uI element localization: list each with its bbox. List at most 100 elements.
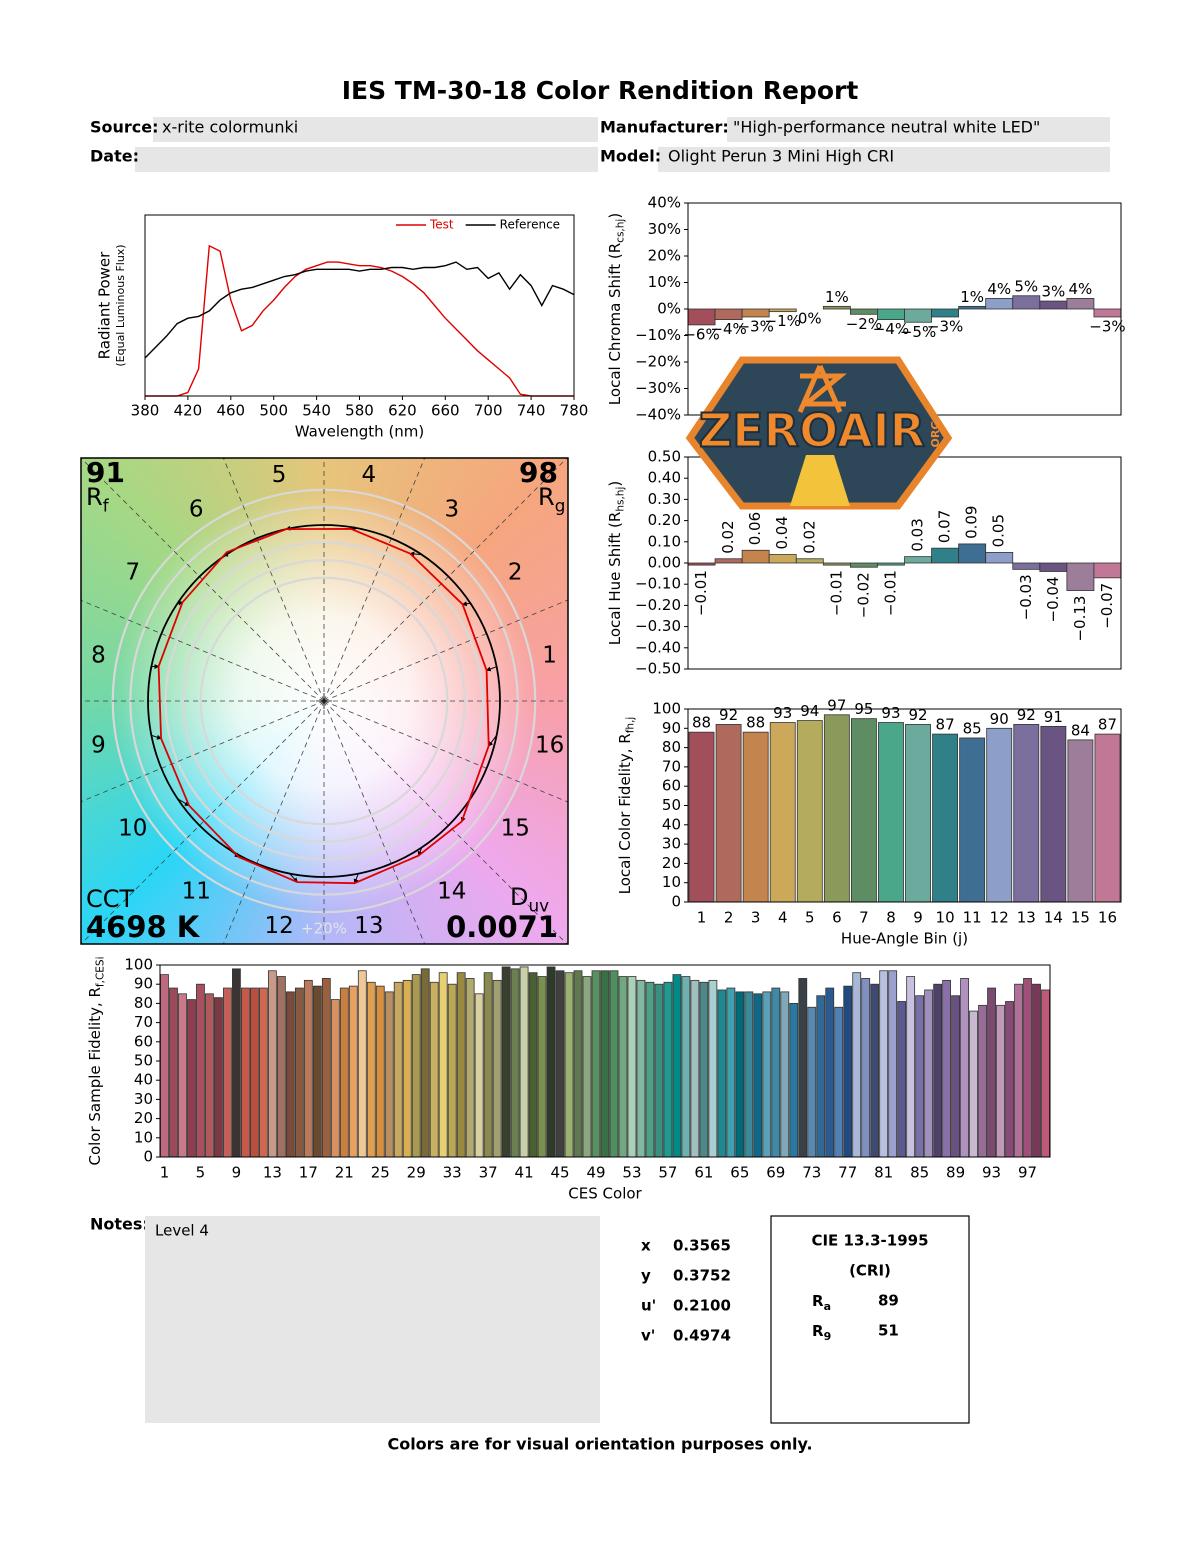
x-tick-label: 5: [805, 909, 815, 927]
bin-label: 15: [501, 815, 530, 841]
value-label: −3%: [927, 317, 963, 335]
y-tick-label: 40: [134, 1071, 153, 1089]
y-tick-label: 80: [662, 738, 681, 756]
y-tick-label: 0%: [657, 300, 681, 318]
y-tick-label: 0.40: [648, 469, 681, 487]
bar: [798, 978, 808, 1158]
bar: [931, 547, 960, 564]
x-tick-label: 8: [886, 909, 896, 927]
bin-label: 4: [362, 462, 377, 488]
plot-frame: [159, 964, 1051, 1158]
rf-label-sub: f: [103, 495, 110, 515]
x-tick-label: 53: [622, 1164, 641, 1182]
bar: [1066, 297, 1095, 310]
value-label: −0.04: [1044, 576, 1062, 622]
x-tick-label: 16: [1098, 909, 1117, 927]
bar: [904, 556, 932, 564]
series-line: [144, 261, 575, 359]
bar: [1094, 733, 1121, 903]
bin-label: 5: [272, 462, 287, 488]
x-tick-label: 660: [431, 402, 460, 420]
x-tick-label: 11: [963, 909, 982, 927]
bar: [986, 727, 1013, 903]
bar: [753, 993, 763, 1158]
bar: [849, 308, 878, 315]
y-tick-label: 0.20: [648, 511, 681, 529]
chromaticity-label: u': [641, 1297, 656, 1315]
value-label: 93: [773, 704, 792, 722]
bar: [816, 995, 826, 1158]
report-title: IES TM-30-18 Color Rendition Report: [342, 76, 859, 105]
x-tick-label: 2: [724, 909, 734, 927]
duv-value: 0.0071: [446, 910, 558, 944]
watermark-sub: ORG: [929, 421, 942, 448]
bar: [969, 1010, 978, 1158]
bar: [768, 554, 797, 564]
x-tick-label: 41: [515, 1164, 534, 1182]
bar: [735, 991, 745, 1158]
x-tick-label: 14: [1044, 909, 1063, 927]
value-label: 0.07: [936, 510, 954, 543]
watermark-road: [790, 455, 850, 506]
shift-arrow: [461, 601, 471, 607]
value-label: −1%: [765, 312, 801, 330]
bin-label: 12: [264, 913, 293, 939]
value-label: −0.01: [881, 570, 899, 616]
bar: [1012, 295, 1041, 310]
y-tick-label: 40: [662, 815, 681, 833]
bar: [823, 714, 850, 903]
bar: [348, 985, 358, 1158]
cri-symbol-sub: 9: [824, 1330, 832, 1343]
shift-arrow: [177, 798, 190, 806]
bar: [877, 562, 905, 566]
bar: [321, 978, 331, 1158]
bar: [636, 979, 646, 1158]
value-label: 1%: [825, 288, 849, 306]
x-axis-label: Hue-Angle Bin (j): [841, 930, 968, 948]
x-tick-label: 9: [232, 1164, 242, 1182]
chromaticity-value: 0.2100: [673, 1297, 731, 1315]
y-tick-label: −20%: [635, 353, 681, 371]
bar: [843, 985, 853, 1158]
bar: [510, 968, 520, 1158]
bar: [744, 991, 754, 1158]
y-axis-label: Local Color Fidelity, Rfh,j: [616, 717, 637, 895]
bar: [438, 972, 448, 1158]
y-tick-label: 0.00: [648, 554, 681, 572]
value-label: −0.01: [692, 570, 710, 616]
x-tick-label: 1: [697, 909, 707, 927]
y-tick-label: 60: [134, 1032, 153, 1050]
bar: [741, 308, 770, 318]
bin-label: 13: [354, 913, 383, 939]
bar: [393, 981, 403, 1158]
field-label: Manufacturer:: [600, 118, 729, 137]
bar: [519, 966, 529, 1158]
bar: [456, 972, 466, 1158]
bar: [492, 979, 502, 1158]
bar: [985, 297, 1014, 310]
watermark-text: ZEROAIR: [699, 404, 925, 458]
y-tick-label: 70: [134, 1013, 153, 1031]
bar: [796, 720, 823, 903]
bar: [849, 562, 878, 568]
x-tick-label: 4: [778, 909, 788, 927]
y-tick-label: −30%: [635, 379, 681, 397]
y-tick-label: 100: [652, 700, 681, 718]
shift-arrow: [353, 873, 359, 885]
bar: [411, 974, 421, 1158]
y-tick-label: −0.30: [635, 617, 681, 635]
bin-divider: [81, 599, 325, 702]
value-label: 0.06: [746, 512, 764, 545]
bar: [654, 983, 664, 1158]
value-label: 88: [692, 714, 711, 732]
bar: [987, 987, 996, 1158]
bar: [483, 972, 493, 1158]
value-label: 85: [963, 719, 982, 737]
x-tick-label: 540: [302, 402, 331, 420]
plot-frame: [144, 214, 575, 397]
footer-note: Colors are for visual orientation purpos…: [387, 1435, 812, 1454]
bar: [447, 983, 457, 1158]
value-label: −6%: [683, 325, 719, 343]
bar: [1040, 725, 1067, 903]
bar: [160, 974, 169, 1158]
